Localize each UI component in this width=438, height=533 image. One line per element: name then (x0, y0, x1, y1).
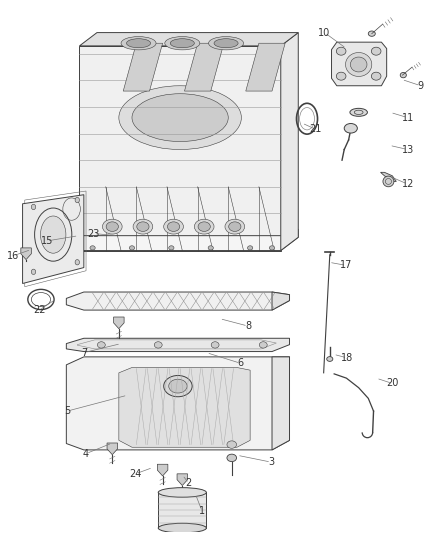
Ellipse shape (208, 37, 243, 50)
Text: 9: 9 (417, 81, 423, 91)
Ellipse shape (208, 246, 213, 250)
Ellipse shape (226, 454, 236, 462)
Ellipse shape (129, 246, 134, 250)
Ellipse shape (345, 53, 371, 76)
Ellipse shape (247, 246, 252, 250)
Polygon shape (22, 195, 84, 284)
Polygon shape (79, 33, 297, 46)
Ellipse shape (119, 86, 241, 150)
Text: 22: 22 (33, 305, 46, 315)
Ellipse shape (164, 37, 199, 50)
Polygon shape (272, 292, 289, 310)
Text: 12: 12 (401, 179, 413, 189)
Ellipse shape (106, 222, 118, 231)
Text: 10: 10 (318, 28, 330, 38)
Ellipse shape (167, 222, 179, 231)
Text: 1: 1 (198, 506, 205, 516)
Text: 3: 3 (268, 457, 274, 467)
Ellipse shape (121, 37, 155, 50)
Ellipse shape (371, 47, 380, 55)
Polygon shape (62, 229, 297, 251)
Ellipse shape (168, 379, 187, 393)
Text: 4: 4 (83, 449, 89, 458)
Polygon shape (123, 43, 162, 91)
Ellipse shape (75, 260, 79, 265)
Polygon shape (380, 172, 396, 181)
Ellipse shape (259, 342, 267, 348)
Ellipse shape (170, 39, 194, 48)
Ellipse shape (269, 246, 274, 250)
Ellipse shape (154, 342, 162, 348)
Polygon shape (66, 338, 289, 352)
Text: 2: 2 (185, 479, 191, 488)
Text: 5: 5 (64, 406, 70, 416)
Polygon shape (66, 357, 289, 450)
Text: 15: 15 (40, 236, 53, 246)
Ellipse shape (102, 219, 122, 234)
Polygon shape (157, 464, 167, 476)
Ellipse shape (163, 219, 183, 234)
Polygon shape (113, 317, 124, 329)
Ellipse shape (349, 108, 367, 116)
Ellipse shape (399, 72, 406, 78)
Ellipse shape (326, 357, 332, 361)
Text: 8: 8 (244, 321, 251, 331)
Text: 16: 16 (7, 251, 19, 261)
Polygon shape (107, 443, 117, 455)
Text: 17: 17 (339, 261, 352, 270)
Polygon shape (280, 33, 297, 251)
Text: 6: 6 (237, 358, 243, 368)
Text: 24: 24 (129, 469, 141, 479)
Ellipse shape (228, 222, 240, 231)
Ellipse shape (226, 441, 236, 448)
Text: 13: 13 (401, 144, 413, 155)
Ellipse shape (382, 176, 393, 187)
Ellipse shape (371, 72, 380, 80)
Ellipse shape (31, 269, 35, 274)
Text: 18: 18 (340, 353, 353, 363)
Ellipse shape (158, 488, 206, 497)
Ellipse shape (75, 197, 79, 203)
Ellipse shape (126, 39, 150, 48)
Ellipse shape (343, 124, 357, 133)
Polygon shape (158, 492, 206, 528)
Polygon shape (184, 43, 223, 91)
Polygon shape (119, 368, 250, 447)
Ellipse shape (90, 246, 95, 250)
Ellipse shape (97, 342, 105, 348)
Polygon shape (245, 43, 285, 91)
Ellipse shape (163, 375, 192, 397)
Ellipse shape (350, 57, 366, 72)
Ellipse shape (224, 219, 244, 234)
Ellipse shape (336, 47, 345, 55)
Text: 7: 7 (81, 348, 87, 358)
Ellipse shape (133, 219, 152, 234)
Ellipse shape (367, 31, 374, 36)
Polygon shape (21, 248, 31, 260)
Ellipse shape (137, 222, 149, 231)
Ellipse shape (31, 204, 35, 209)
Text: 11: 11 (401, 112, 413, 123)
Ellipse shape (198, 222, 210, 231)
Polygon shape (272, 357, 289, 450)
Ellipse shape (168, 246, 173, 250)
Text: 21: 21 (309, 124, 321, 134)
Text: 20: 20 (385, 378, 398, 389)
Polygon shape (66, 292, 289, 310)
Polygon shape (79, 46, 280, 251)
Ellipse shape (194, 219, 214, 234)
Ellipse shape (336, 72, 345, 80)
Ellipse shape (214, 39, 237, 48)
Ellipse shape (158, 523, 206, 533)
Text: 23: 23 (87, 229, 99, 239)
Ellipse shape (40, 216, 66, 253)
Polygon shape (331, 42, 386, 86)
Polygon shape (177, 474, 187, 486)
Ellipse shape (132, 94, 228, 142)
Ellipse shape (211, 342, 219, 348)
